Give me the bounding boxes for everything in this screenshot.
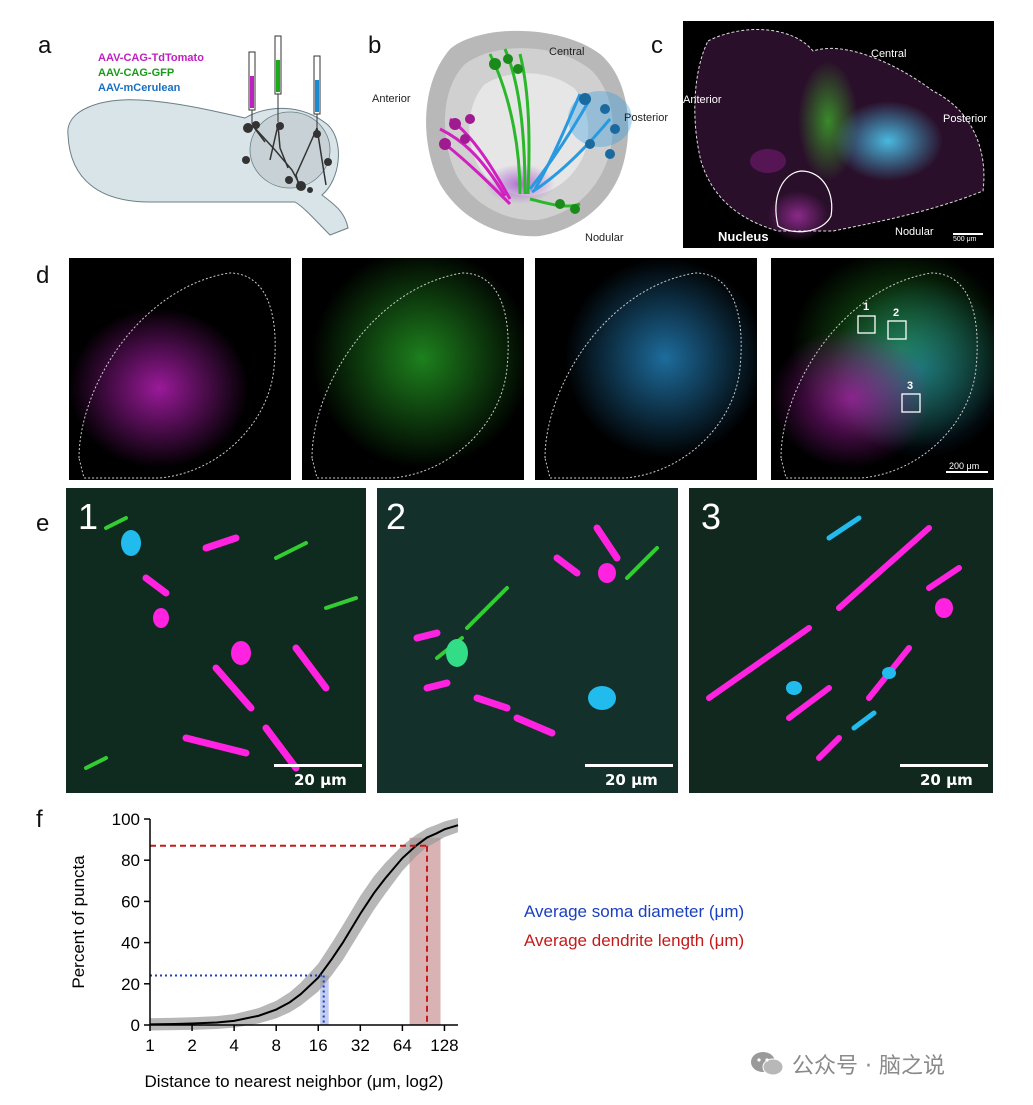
dendrite-band: [409, 837, 441, 1025]
d-scale-label: 200 μm: [949, 461, 980, 471]
panel-letter-d: d: [36, 262, 50, 289]
wechat-icon: [751, 1052, 784, 1076]
d-box-label-1: 1: [863, 301, 870, 313]
panel-d-merge: 1 2 3 200 μm: [771, 258, 994, 480]
panel-e-inset-3-image: [706, 515, 962, 761]
c-scale-label: 500 μm: [953, 236, 977, 243]
legend-dendrite: Average dendrite length (μm): [524, 931, 744, 951]
panel-c-image: [694, 29, 985, 241]
e-scalebar-3: [900, 764, 988, 767]
e-inset-number-1: 1: [78, 496, 99, 537]
cerebellum-schematic: [426, 30, 632, 237]
x-tick-label: 1: [145, 1036, 154, 1055]
y-tick-label: 40: [121, 934, 140, 953]
panel-e-inset-1-image: [84, 516, 358, 772]
x-tick-label: 2: [187, 1036, 196, 1055]
d-box-label-2: 2: [893, 307, 900, 319]
b-central-label: Central: [549, 46, 585, 58]
legend-gfp: AAV-CAG-GFP: [98, 67, 175, 79]
d-box-label-3: 3: [907, 380, 914, 392]
c-nucleus-label: Nucleus: [718, 229, 769, 244]
e-scalebar-1: [274, 764, 362, 767]
x-axis-label: Distance to nearest neighbor (μm, log2): [145, 1072, 444, 1091]
b-posterior-label: Posterior: [624, 112, 669, 124]
panel-e-inset-2-image: [413, 524, 659, 737]
y-tick-label: 0: [131, 1016, 140, 1035]
cumulative-curve: [149, 824, 459, 1026]
legend-mcerulean: AAV-mCerulean: [98, 82, 181, 94]
legend-soma-text: Average soma diameter (μm): [524, 902, 745, 921]
x-tick-label: 32: [351, 1036, 370, 1055]
y-tick-label: 20: [121, 975, 140, 994]
c-posterior-label: Posterior: [943, 113, 988, 125]
legend-tdtomato: AAV-CAG-TdTomato: [98, 52, 204, 64]
c-nodular-label: Nodular: [895, 226, 934, 238]
panel-e-inset-3: 20 μm 3: [689, 488, 993, 793]
legend-dendrite-text: Average dendrite length (μm): [524, 931, 745, 950]
y-tick-label: 80: [121, 851, 140, 870]
panel-letter-c: c: [651, 32, 663, 59]
e-scale-label-3: 20 μm: [920, 771, 973, 789]
b-anterior-label: Anterior: [372, 93, 411, 105]
panel-d-blue-image: [544, 258, 757, 479]
panel-e-inset-2: 20 μm 2: [377, 488, 678, 793]
y-axis-label: Percent of puncta: [69, 855, 88, 989]
c-central-label: Central: [871, 48, 907, 60]
y-tick-label: 60: [121, 892, 140, 911]
panel-d-merge-image: [771, 258, 994, 479]
panel-d-green-image: [311, 258, 524, 479]
y-tick-label: 100: [112, 810, 140, 829]
panel-d-magenta: [69, 258, 291, 480]
confidence-band: [150, 818, 458, 1031]
panel-letter-e: e: [36, 510, 50, 537]
x-tick-label: 8: [271, 1036, 280, 1055]
panel-c-micrograph: Anterior Central Posterior Nodular Nucle…: [683, 21, 994, 248]
panel-letter-a: a: [38, 32, 52, 59]
x-tick-label: 64: [393, 1036, 412, 1055]
e-scale-label-2: 20 μm: [605, 771, 658, 789]
e-scale-label-1: 20 μm: [294, 771, 347, 789]
panel-d-green: [302, 258, 524, 480]
panel-letter-f: f: [36, 806, 43, 833]
panel-d-magenta-image: [69, 272, 276, 479]
watermark-text: 公众号 · 脑之说: [792, 1054, 945, 1079]
x-tick-label: 16: [309, 1036, 328, 1055]
mouse-brain-schematic: [67, 35, 349, 236]
e-inset-number-2: 2: [386, 496, 407, 537]
c-anterior-label: Anterior: [683, 94, 722, 106]
x-tick-label: 128: [430, 1036, 458, 1055]
panel-e-inset-1: 20 μm 1: [66, 488, 366, 793]
legend-soma: Average soma diameter (μm): [524, 902, 744, 922]
b-nodular-label: Nodular: [585, 232, 624, 244]
panel-f-chart: 0 20 40 60 80 100 1 2 4 8 16 32 64 128 Distance to nea…: [69, 810, 459, 1091]
x-tick-label: 4: [229, 1036, 238, 1055]
watermark: 公众号 · 脑之说: [750, 1048, 945, 1080]
unused-spacer: [318, 819, 328, 868]
panel-letter-b: b: [368, 32, 382, 59]
panel-d-blue: [535, 258, 757, 480]
soma-band: [320, 975, 329, 1025]
e-scalebar-2: [585, 764, 673, 767]
e-inset-number-3: 3: [701, 496, 722, 537]
